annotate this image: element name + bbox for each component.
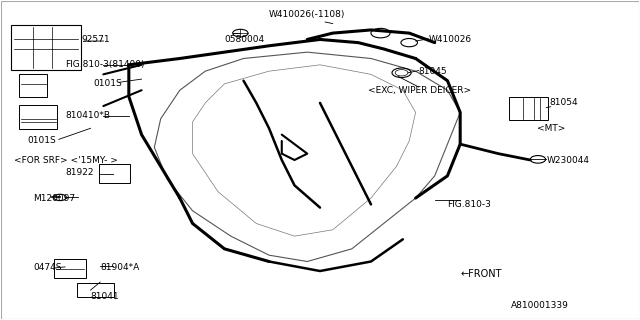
Text: <EXC, WIPER DEICER>: <EXC, WIPER DEICER> — [368, 86, 471, 95]
FancyBboxPatch shape — [19, 74, 47, 97]
Text: W230044: W230044 — [546, 156, 589, 164]
FancyBboxPatch shape — [54, 259, 86, 278]
Text: ←FRONT: ←FRONT — [460, 269, 502, 279]
Text: W410026(-1108): W410026(-1108) — [269, 10, 346, 19]
Text: FIG.810-3(81400): FIG.810-3(81400) — [65, 60, 145, 69]
Text: 92571: 92571 — [81, 35, 109, 44]
Text: 810410*B: 810410*B — [65, 111, 110, 120]
FancyBboxPatch shape — [99, 164, 130, 183]
Text: 0101S: 0101S — [27, 136, 56, 146]
Text: 81041: 81041 — [91, 292, 119, 301]
Text: 81922: 81922 — [65, 168, 93, 177]
Text: 0474S: 0474S — [33, 263, 61, 272]
FancyBboxPatch shape — [11, 25, 81, 69]
Text: 0101S: 0101S — [94, 79, 122, 88]
FancyBboxPatch shape — [77, 283, 114, 297]
Text: W410026: W410026 — [428, 35, 472, 44]
FancyBboxPatch shape — [509, 97, 548, 120]
Text: 81045: 81045 — [419, 67, 447, 76]
Text: A810001339: A810001339 — [511, 301, 569, 310]
Text: 81054: 81054 — [549, 99, 578, 108]
Text: 0580004: 0580004 — [225, 35, 264, 44]
Text: M120097: M120097 — [33, 194, 76, 203]
Text: FIG.810-3: FIG.810-3 — [447, 200, 492, 209]
FancyBboxPatch shape — [19, 105, 57, 129]
Text: <FOR SRF> <'15MY- >: <FOR SRF> <'15MY- > — [14, 156, 118, 164]
Text: 81904*A: 81904*A — [100, 263, 140, 272]
Text: <MT>: <MT> — [537, 124, 565, 133]
